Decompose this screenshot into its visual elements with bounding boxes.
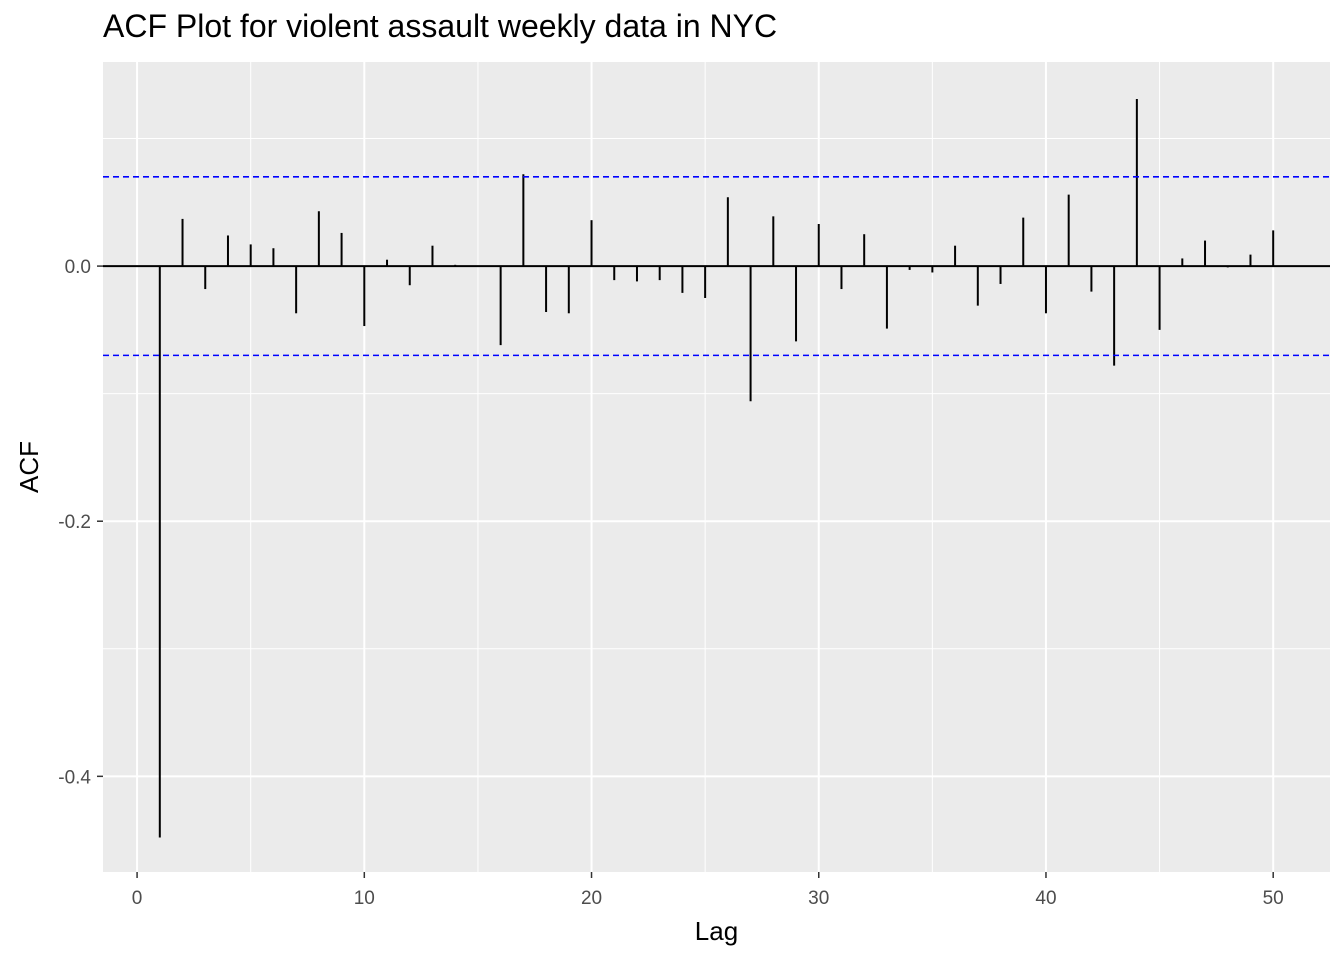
x-tick-label: 20 bbox=[581, 888, 602, 909]
y-tick-label: 0.0 bbox=[65, 257, 91, 278]
x-tick-label: 10 bbox=[354, 888, 375, 909]
x-tick-label: 30 bbox=[808, 888, 829, 909]
confidence-bounds bbox=[103, 176, 1330, 357]
y-axis-title: ACF bbox=[14, 441, 44, 493]
x-tick-label: 0 bbox=[132, 888, 143, 909]
acf-bars bbox=[103, 98, 1330, 838]
minor-gridlines bbox=[103, 62, 1330, 872]
x-tick-label: 40 bbox=[1035, 888, 1056, 909]
chart-title: ACF Plot for violent assault weekly data… bbox=[103, 8, 778, 44]
y-tick-label: -0.4 bbox=[58, 767, 91, 788]
x-tick-label: 50 bbox=[1263, 888, 1284, 909]
y-tick-label: -0.2 bbox=[58, 512, 91, 533]
plot-panel bbox=[103, 62, 1330, 872]
x-axis-ticks: 0 10 20 30 40 50 bbox=[132, 872, 1284, 909]
y-axis-ticks: -0.4 -0.2 0.0 bbox=[58, 257, 103, 788]
x-axis-title: Lag bbox=[695, 916, 738, 946]
